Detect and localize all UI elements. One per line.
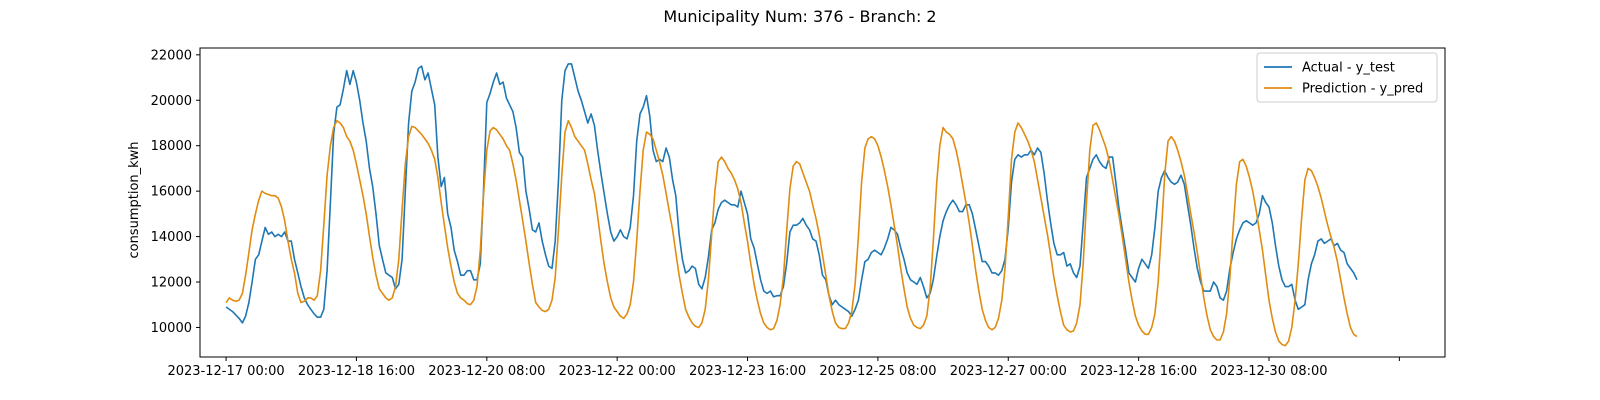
series-line-0: [225, 63, 1358, 324]
x-tick-label: 2023-12-28 16:00: [1080, 364, 1197, 379]
x-tick-label: 2023-12-18 16:00: [298, 364, 415, 379]
series-line-1: [225, 119, 1358, 347]
y-tick-label: 22000: [151, 48, 192, 63]
x-tick-label: 2023-12-25 08:00: [819, 364, 936, 379]
series-layer: [225, 63, 1358, 347]
x-tick-label: 2023-12-23 16:00: [689, 364, 806, 379]
y-tick-label: 10000: [151, 321, 192, 336]
x-tick-label: 2023-12-30 08:00: [1210, 364, 1327, 379]
plot-frame: [199, 47, 1446, 358]
x-tick-label: 2023-12-20 08:00: [428, 364, 545, 379]
chart-title: Municipality Num: 376 - Branch: 2: [663, 7, 936, 26]
legend-label-0: Actual - y_test: [1302, 61, 1395, 76]
x-tick-label: 2023-12-27 00:00: [950, 364, 1067, 379]
x-tick-label: 2023-12-22 00:00: [559, 364, 676, 379]
y-tick-label: 14000: [151, 230, 192, 245]
y-tick-label: 12000: [151, 276, 192, 291]
x-axis: 2023-12-17 00:00 2023-12-18 16:00 2023-12-…: [167, 357, 1400, 379]
y-tick-label: 16000: [151, 185, 192, 200]
y-tick-label: 20000: [151, 94, 192, 109]
y-tick-label: 18000: [151, 139, 192, 154]
x-tick-label: 2023-12-17 00:00: [167, 364, 284, 379]
legend-box: [1256, 52, 1438, 103]
y-axis-label: consumption_kwh: [127, 141, 142, 258]
legend: Actual - y_test Prediction - y_pred: [1256, 52, 1438, 103]
legend-label-1: Prediction - y_pred: [1302, 82, 1423, 97]
y-axis: 10000 12000 14000 16000 18000 20000 22000: [151, 48, 200, 336]
